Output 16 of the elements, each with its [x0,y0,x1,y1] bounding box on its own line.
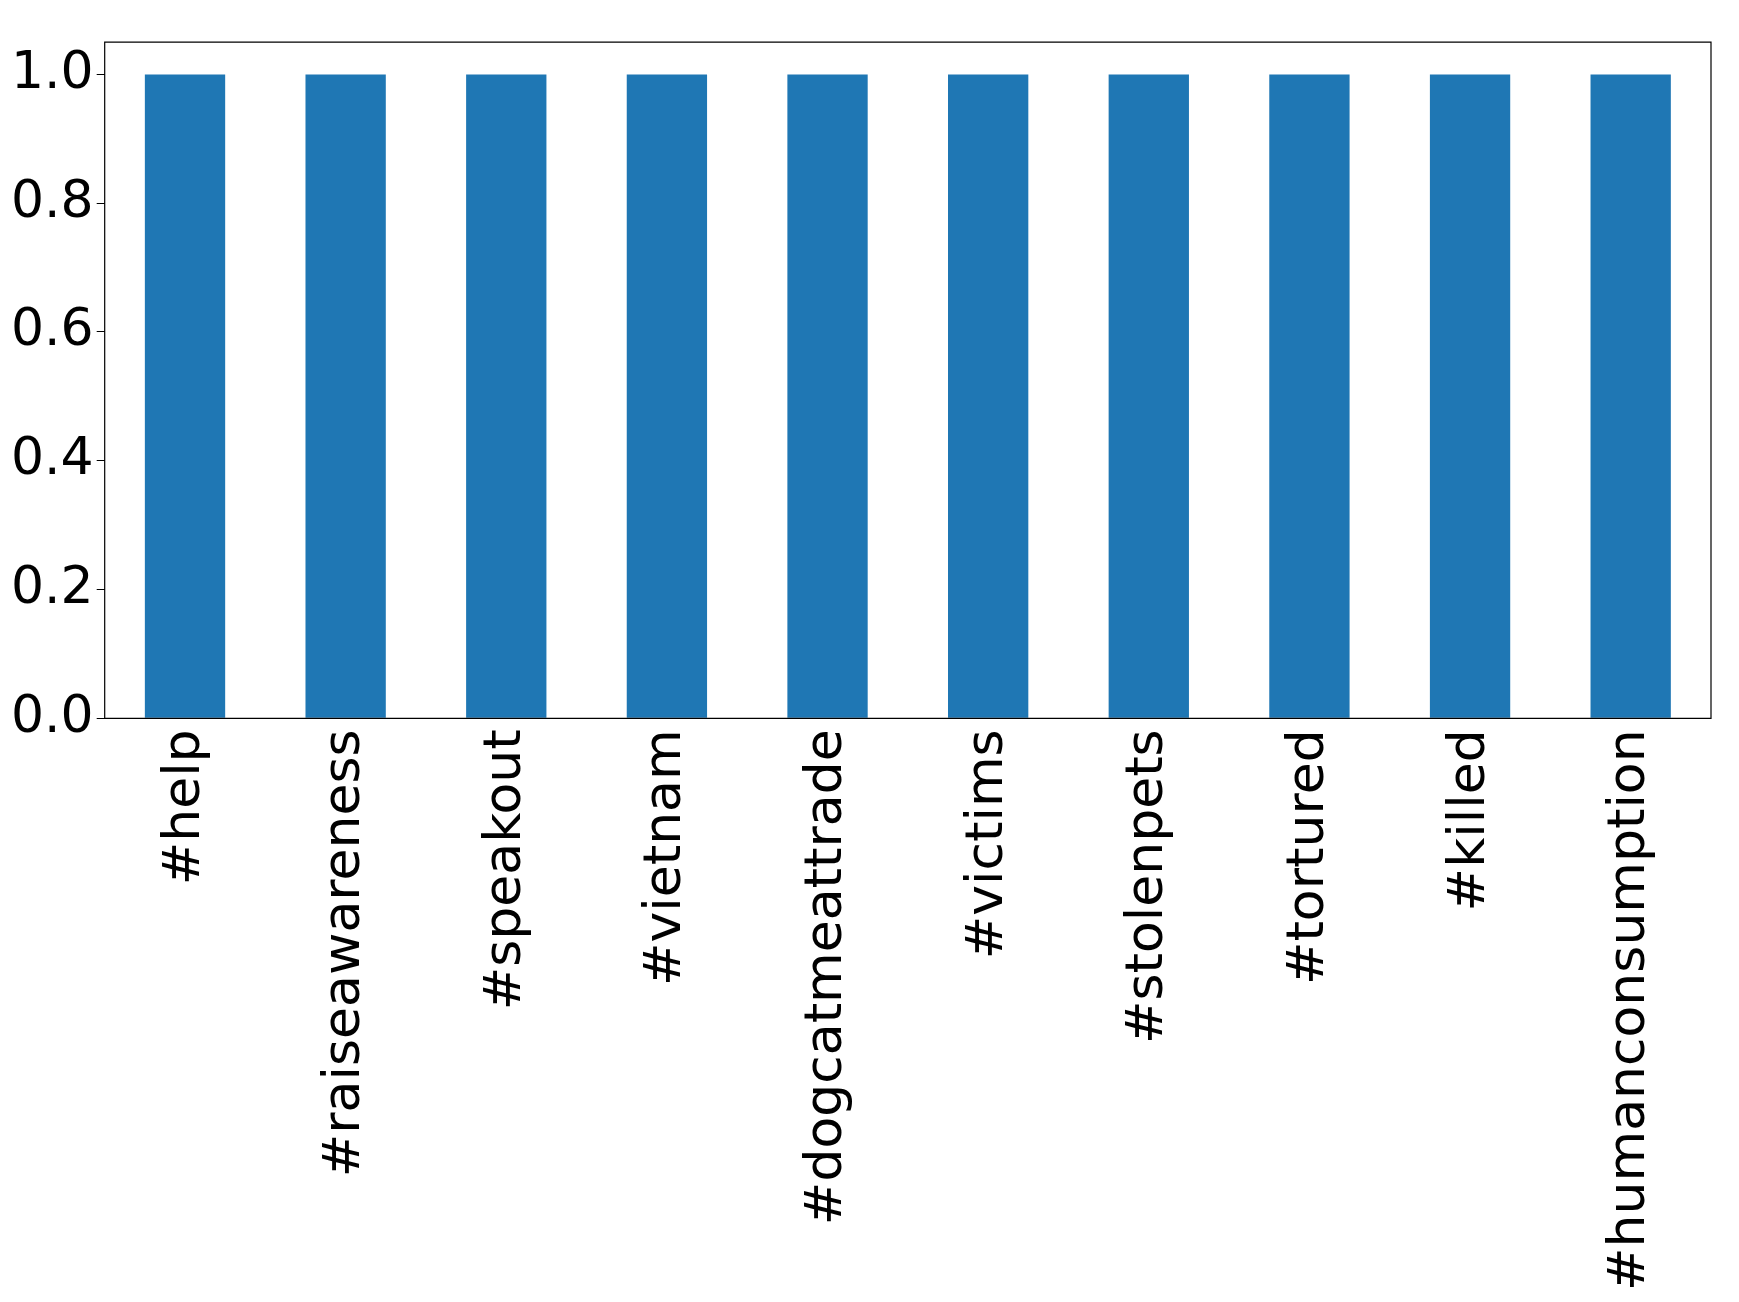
x-tick-label: #humanconsumption [1596,729,1657,1291]
y-tick-label: 0.4 [10,426,94,487]
x-tick-label: #victims [953,729,1014,960]
y-tick-label: 0.6 [10,297,94,358]
x-tick-label: #stolenpets [1114,729,1175,1045]
y-tick-label: 0.2 [10,555,94,616]
x-tick-label: #speakout [471,729,532,1011]
x-tick-label: #help [150,729,211,886]
y-tick-label: 1.0 [10,39,94,100]
x-tick-label: #dogcatmeattrade [793,729,854,1226]
x-tick-label: #killed [1435,729,1496,912]
x-tick-label: #vietnam [632,729,693,987]
y-tick-label: 0.8 [10,168,94,229]
x-tick-label: #tortured [1274,729,1335,986]
x-tick-label: #raiseawareness [311,729,372,1178]
y-tick-label: 0.0 [10,683,94,744]
